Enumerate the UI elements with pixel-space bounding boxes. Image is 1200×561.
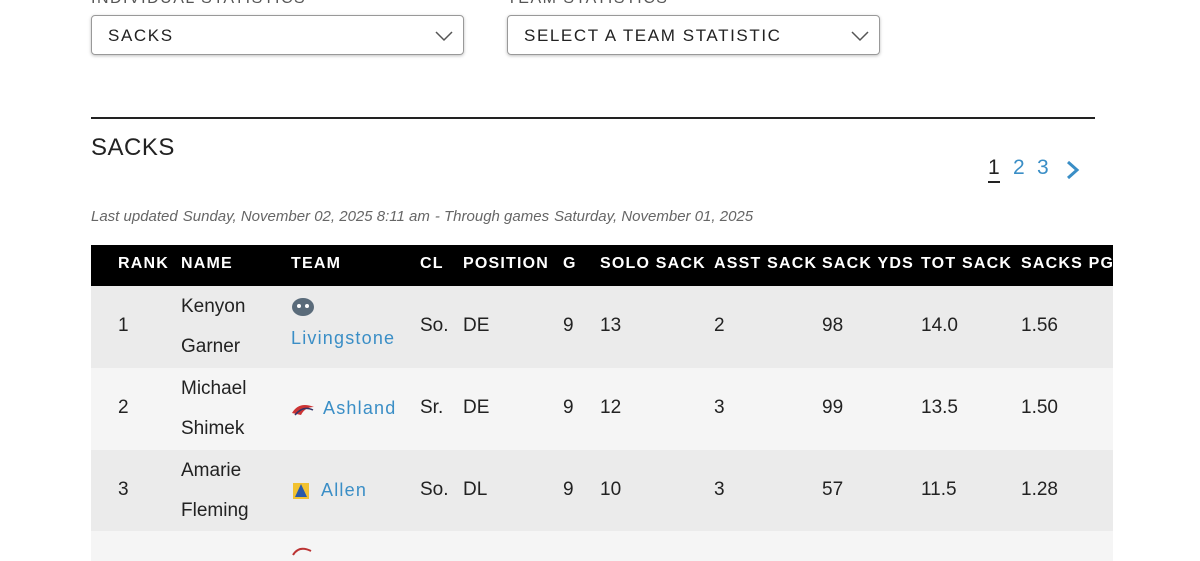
team-link[interactable]: Allen bbox=[321, 480, 368, 500]
table-cell: So. bbox=[420, 479, 449, 500]
table-row: 2 Michael Shimek Ashland Sr. DE 9 12 3 99 13.5 1.5… bbox=[91, 368, 1113, 450]
table-cell: 98 bbox=[822, 315, 844, 336]
individual-dropdown[interactable]: SACKS bbox=[91, 15, 464, 55]
table-cell: 57 bbox=[822, 479, 844, 500]
dropdown-value: SACKS bbox=[108, 26, 174, 45]
player-name: Kenyon Garner bbox=[181, 296, 246, 357]
chevron bbox=[851, 31, 869, 42]
section-title: SACKS bbox=[91, 134, 175, 161]
table-cell: 9 bbox=[563, 315, 574, 336]
team-link[interactable]: Livingstone bbox=[291, 328, 396, 349]
table-cell: 9 bbox=[563, 397, 574, 418]
table-cell: 2 bbox=[714, 315, 725, 336]
table-cell: 3 bbox=[714, 397, 725, 418]
column-header: POSITION bbox=[463, 255, 550, 272]
column-header: TOT SACK bbox=[921, 255, 1013, 272]
table-header: RANK NAME TEAM CL POSITION G SOLO SACK ASST SAC… bbox=[91, 245, 1113, 286]
table-cell: DL bbox=[463, 479, 488, 500]
team-link[interactable]: Ashland bbox=[323, 398, 397, 418]
table-cell: 1.50 bbox=[1021, 397, 1058, 418]
chevron bbox=[435, 31, 453, 42]
player-name: Amarie Fleming bbox=[181, 460, 249, 521]
page-link[interactable]: 3 bbox=[1037, 156, 1049, 179]
column-header: SACKS PG bbox=[1021, 255, 1115, 272]
column-header: CL bbox=[420, 255, 444, 272]
team-logo bbox=[291, 398, 323, 418]
next-page[interactable] bbox=[1065, 160, 1081, 180]
divider bbox=[91, 117, 1095, 119]
column-header: TEAM bbox=[291, 255, 342, 272]
table-cell: 1.56 bbox=[1021, 315, 1058, 336]
table-cell: Sr. bbox=[420, 397, 444, 418]
table-cell: So. bbox=[420, 315, 449, 336]
updated-date: Sunday, November 02, 2025 8:11 am bbox=[182, 208, 430, 225]
column-header: G bbox=[563, 255, 577, 272]
player-name: Michael Shimek bbox=[181, 378, 247, 439]
table-cell: 13.5 bbox=[921, 397, 958, 418]
last-updated: Last updated Sunday, November 02, 2025 8:… bbox=[91, 208, 758, 225]
table-cell: 2 bbox=[118, 397, 129, 418]
column-header: SACK YDS bbox=[822, 255, 914, 272]
table-cell: 99 bbox=[822, 397, 844, 418]
through-date: Saturday, November 01, 2025 bbox=[554, 208, 754, 225]
team-dropdown[interactable]: SELECT A TEAM STATISTIC bbox=[507, 15, 880, 55]
page-link[interactable]: 2 bbox=[1013, 156, 1025, 179]
column-header: NAME bbox=[181, 255, 233, 272]
table-cell: DE bbox=[463, 397, 490, 418]
column-header: SOLO SACK bbox=[600, 255, 706, 272]
table-cell: 1 bbox=[118, 315, 129, 336]
column-header: ASST SACK bbox=[714, 255, 818, 272]
table-cell: 10 bbox=[600, 479, 622, 500]
dropdown-value: SELECT A TEAM STATISTIC bbox=[524, 26, 782, 45]
table-cell: 3 bbox=[118, 479, 129, 500]
table-cell: 14.0 bbox=[921, 315, 958, 336]
table-cell: DE bbox=[463, 315, 490, 336]
table-cell: 13 bbox=[600, 315, 622, 336]
table-row: 1 Kenyon Garner Livingstone So. DE 9 13 2 98 14.0… bbox=[91, 286, 1113, 368]
partial-row bbox=[91, 531, 1113, 561]
team-logo bbox=[291, 296, 323, 317]
team-cell: Livingstone bbox=[291, 294, 403, 358]
page-link[interactable]: 1 bbox=[988, 156, 1000, 183]
through-label: - Through games bbox=[434, 208, 550, 225]
team-logo bbox=[291, 480, 321, 500]
team-cell: Ashland bbox=[291, 396, 403, 420]
column-header: RANK bbox=[118, 255, 170, 272]
updated-label: Last updated bbox=[91, 208, 178, 225]
table-cell: 1.28 bbox=[1021, 479, 1058, 500]
table-cell: 9 bbox=[563, 479, 574, 500]
table-cell: 11.5 bbox=[921, 479, 957, 500]
team-logo bbox=[292, 547, 312, 556]
table-row: 3 Amarie Fleming Allen So. DL 9 10 3 57 11.5 1.28 bbox=[91, 450, 1113, 532]
table-cell: 3 bbox=[714, 479, 725, 500]
table-cell: 12 bbox=[600, 397, 622, 418]
team-cell: Allen bbox=[291, 478, 403, 502]
